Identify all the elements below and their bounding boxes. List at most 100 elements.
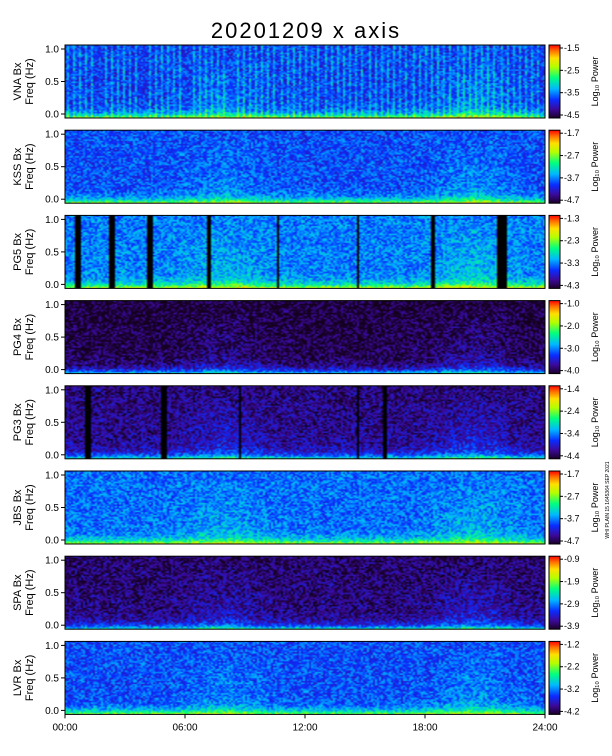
colorbar-tick-label: -3.0 xyxy=(564,343,580,353)
colorbar-tick-label: -3.7 xyxy=(564,514,580,524)
spectrogram-image xyxy=(65,45,545,118)
y-tick-label: 0.5 xyxy=(45,503,59,514)
y-axis-label: Freq (Hz) xyxy=(24,655,36,701)
colorbar-tick-label: -1.7 xyxy=(564,128,580,138)
colorbar-tick-label: -4.5 xyxy=(564,110,580,120)
spectrogram-image xyxy=(65,556,545,630)
y-tick-label: 1.0 xyxy=(45,385,59,396)
panel-kss-bx: 0.0 0.5 1.0 KSS Bx Freq (Hz) -1.7 -2.7 -3.7 -4.7… xyxy=(12,128,600,206)
y-tick-label: 0.0 xyxy=(45,706,59,717)
colorbar-tick-label: -3.9 xyxy=(564,621,580,631)
colorbar-label: Log₁₀ Power xyxy=(590,227,600,277)
colorbar xyxy=(548,300,561,375)
colorbar-tick-label: -3.3 xyxy=(564,258,580,268)
spectrogram-image xyxy=(65,300,545,374)
colorbar-tick-label: -4.7 xyxy=(564,195,580,205)
panel-pg5-bx: 0.0 0.5 1.0 PG5 Bx Freq (Hz) -1.3 -2.3 -3.3 -4.3… xyxy=(12,213,600,291)
panel-jbs-bx: 0.0 0.5 1.0 JBS Bx Freq (Hz) -1.7 -2.7 -3.7 -4.7… xyxy=(12,469,600,547)
y-axis-label: Freq (Hz) xyxy=(24,314,36,360)
figure-title: 20201209 x axis xyxy=(210,18,402,43)
colorbar xyxy=(548,470,561,545)
colorbar-tick-label: -2.3 xyxy=(564,236,580,246)
y-tick-label: 0.5 xyxy=(45,673,59,684)
colorbar-tick-label: -4.0 xyxy=(564,366,580,376)
x-tick-label: 12:00 xyxy=(292,722,317,733)
colorbar-tick-label: -4.3 xyxy=(564,280,580,290)
y-tick-label: 0.5 xyxy=(45,333,59,344)
colorbar-tick-label: -1.2 xyxy=(564,639,580,649)
colorbar-tick-label: -4.2 xyxy=(564,706,580,716)
y-axis-label: Freq (Hz) xyxy=(24,229,36,275)
y-axis-label: Freq (Hz) xyxy=(24,143,36,189)
y-tick-label: 0.0 xyxy=(45,536,59,547)
panel-pg3-bx: 0.0 0.5 1.0 PG3 Bx Freq (Hz) -1.4 -2.4 -3.4 -4.4… xyxy=(12,384,600,462)
y-tick-label: 0.0 xyxy=(45,450,59,461)
colorbar-label: Log₁₀ Power xyxy=(590,568,600,618)
spectrogram-image xyxy=(65,641,545,715)
y-axis-label: Freq (Hz) xyxy=(24,569,36,615)
colorbar-label: Log₁₀ Power xyxy=(590,312,600,362)
colorbar-tick-label: -2.4 xyxy=(564,406,580,416)
panel-vna-bx: 0.0 0.5 1.0 VNA Bx Freq (Hz) -1.5 -2.5 -3.5 -4.5… xyxy=(12,43,600,121)
x-tick-label: 06:00 xyxy=(172,722,197,733)
y-tick-label: 1.0 xyxy=(45,471,59,482)
station-label: VNA Bx xyxy=(12,62,24,100)
colorbar-tick-label: -4.7 xyxy=(564,536,580,546)
colorbar-tick-label: -1.4 xyxy=(564,384,580,394)
y-tick-label: 0.5 xyxy=(45,77,59,88)
colorbar-tick-label: -2.9 xyxy=(564,599,580,609)
spectrogram-image xyxy=(65,385,545,459)
colorbar xyxy=(548,640,561,715)
y-tick-label: 0.5 xyxy=(45,588,59,599)
colorbar-tick-label: -2.5 xyxy=(564,65,580,75)
y-tick-label: 1.0 xyxy=(45,641,59,652)
station-label: PG3 Bx xyxy=(12,403,24,441)
station-label: KSS Bx xyxy=(12,147,24,185)
y-tick-label: 1.0 xyxy=(45,556,59,567)
colorbar-label: Log₁₀ Power xyxy=(590,483,600,533)
station-label: LVR Bx xyxy=(12,659,24,696)
colorbar-tick-label: -3.4 xyxy=(564,428,580,438)
colorbar-tick-label: -1.0 xyxy=(564,299,580,309)
y-tick-label: 0.0 xyxy=(45,621,59,632)
colorbar-tick-label: -4.4 xyxy=(564,451,580,461)
spectrogram-image xyxy=(65,130,545,204)
panel-pg4-bx: 0.0 0.5 1.0 PG4 Bx Freq (Hz) -1.0 -2.0 -3.0 -4.0… xyxy=(12,299,600,377)
spectrogram-image xyxy=(65,215,545,289)
colorbar-tick-label: -1.9 xyxy=(564,577,580,587)
colorbar-tick-label: -1.7 xyxy=(564,469,580,479)
colorbar-label: Log₁₀ Power xyxy=(590,142,600,192)
x-tick-label: 18:00 xyxy=(412,722,437,733)
station-label: PG4 Bx xyxy=(12,318,24,356)
y-tick-label: 1.0 xyxy=(45,300,59,311)
panel-lvr-bx: 0.0 0.5 1.0 LVR Bx Freq (Hz) -1.2 -2.2 -3.2 -4.2… xyxy=(12,639,600,717)
colorbar xyxy=(548,214,561,289)
colorbar-label: Log₁₀ Power xyxy=(590,397,600,447)
y-tick-label: 1.0 xyxy=(45,130,59,141)
colorbar-tick-label: -1.5 xyxy=(564,43,580,53)
colorbar xyxy=(548,129,561,204)
y-tick-label: 0.5 xyxy=(45,247,59,258)
y-tick-label: 1.0 xyxy=(45,215,59,226)
colorbar-tick-label: -2.2 xyxy=(564,662,580,672)
colorbar-tick-label: -3.5 xyxy=(564,88,580,98)
y-axis-label: Freq (Hz) xyxy=(24,58,36,104)
colorbar-tick-label: -2.0 xyxy=(564,321,580,331)
colorbar-tick-label: -1.3 xyxy=(564,213,580,223)
station-label: SPA Bx xyxy=(12,574,24,611)
y-tick-label: 0.0 xyxy=(45,365,59,376)
colorbar-tick-label: -3.2 xyxy=(564,684,580,694)
colorbar xyxy=(548,555,561,630)
colorbar xyxy=(548,385,561,460)
station-label: JBS Bx xyxy=(12,489,24,526)
y-tick-label: 1.0 xyxy=(45,45,59,56)
colorbar-label: Log₁₀ Power xyxy=(590,57,600,107)
colorbar-tick-label: -2.7 xyxy=(564,151,580,161)
y-tick-label: 0.5 xyxy=(45,418,59,429)
colorbar-tick-label: -3.7 xyxy=(564,173,580,183)
y-axis-label: Freq (Hz) xyxy=(24,484,36,530)
x-tick-label: 24:00 xyxy=(532,722,557,733)
y-tick-label: 0.5 xyxy=(45,162,59,173)
